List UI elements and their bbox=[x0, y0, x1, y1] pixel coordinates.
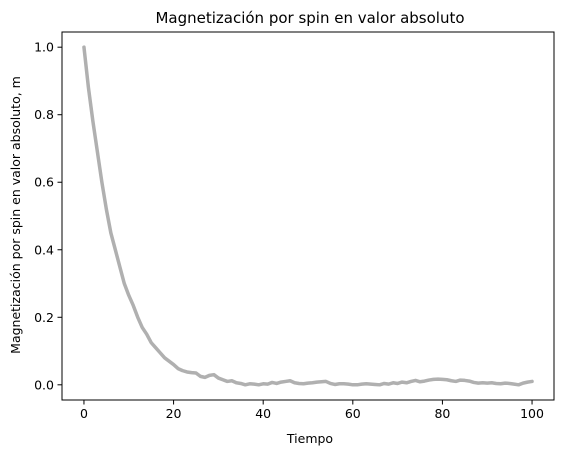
x-tick-label: 100 bbox=[520, 406, 544, 421]
x-tick-label: 0 bbox=[80, 406, 88, 421]
x-tick-label: 60 bbox=[345, 406, 361, 421]
plot-area: 0 20 40 60 80 100 0.0 0.2 0.4 0.6 0.8 1.0 bbox=[34, 31, 555, 421]
x-tick-label: 40 bbox=[255, 406, 271, 421]
y-tick-label: 0.6 bbox=[34, 175, 54, 190]
y-tick-label: 0.2 bbox=[34, 310, 54, 325]
y-axis-label: Magnetización por spin en valor absoluto… bbox=[8, 76, 23, 354]
y-tick-label: 0.0 bbox=[34, 377, 54, 392]
x-tick-label: 20 bbox=[166, 406, 182, 421]
chart-title: Magnetización por spin en valor absoluto bbox=[155, 9, 464, 27]
x-axis-label: Tiempo bbox=[286, 431, 333, 446]
axes-frame bbox=[61, 31, 555, 401]
y-tick-label: 1.0 bbox=[34, 40, 54, 55]
y-tick-label: 0.4 bbox=[34, 242, 54, 257]
y-tick-label: 0.8 bbox=[34, 107, 54, 122]
x-tick-label: 80 bbox=[434, 406, 450, 421]
series-line-0 bbox=[82, 45, 534, 387]
